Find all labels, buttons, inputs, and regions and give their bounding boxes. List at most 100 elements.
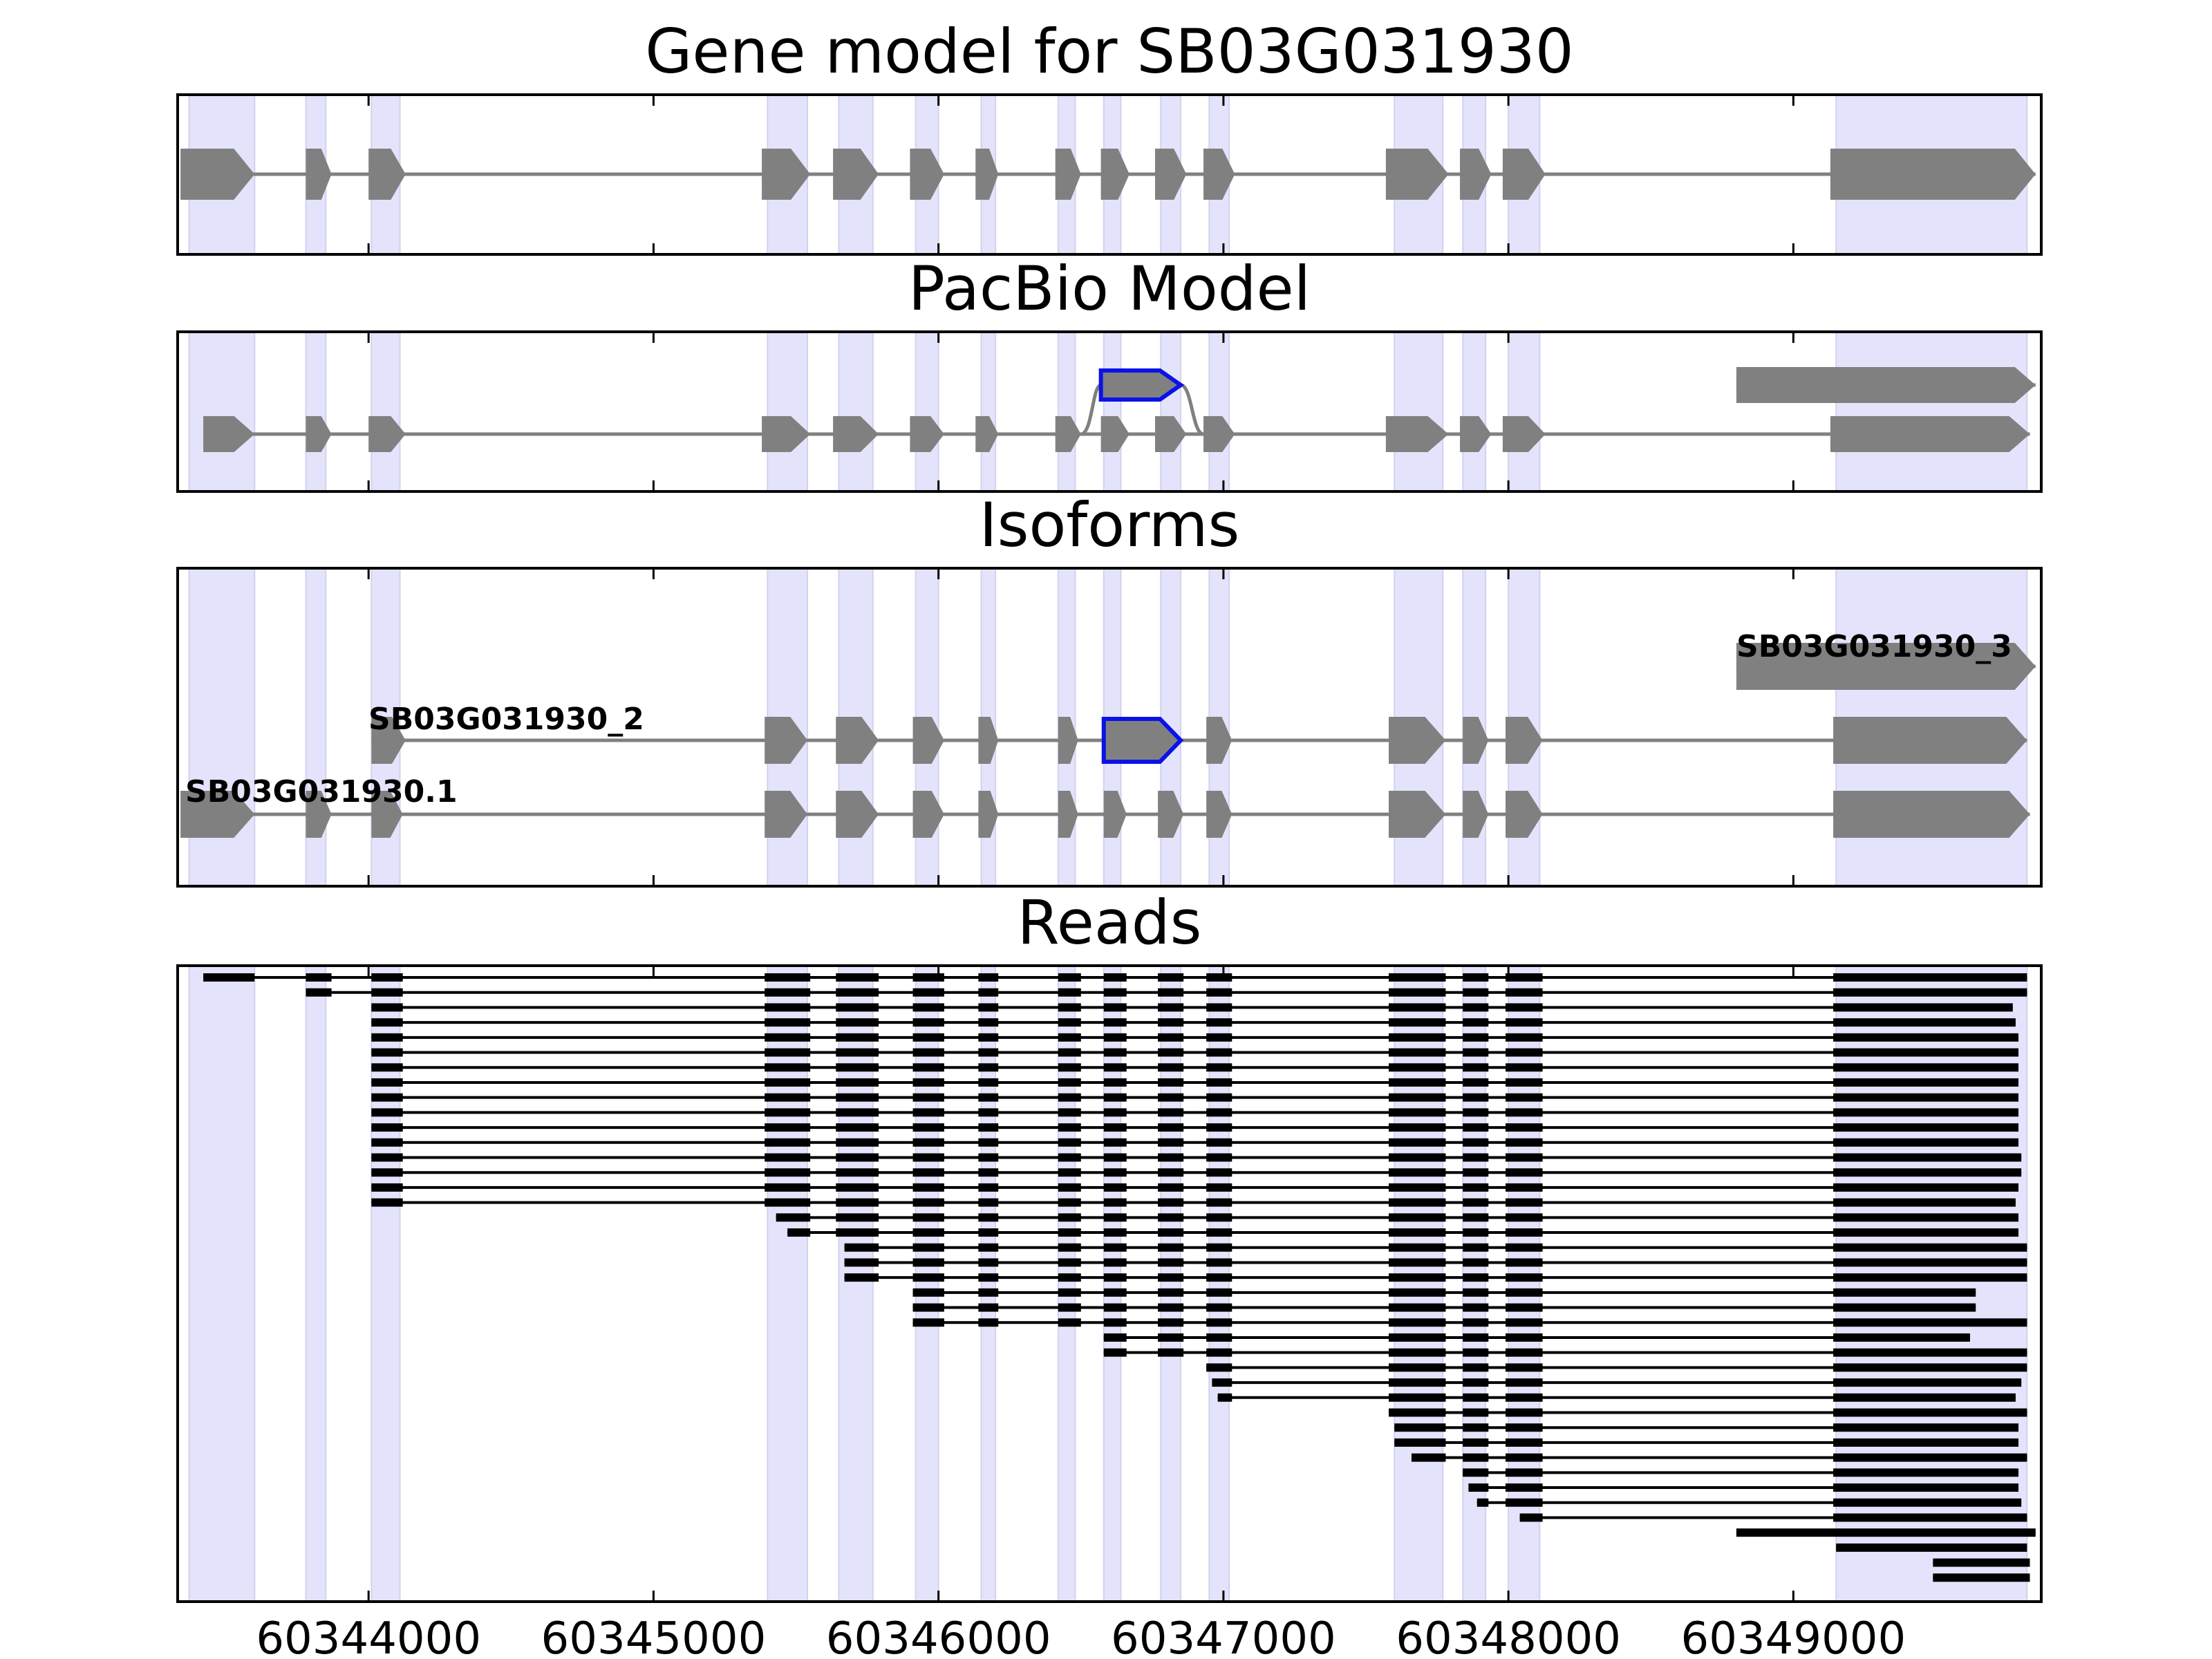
read-block bbox=[836, 1048, 879, 1057]
read-block bbox=[371, 1063, 403, 1072]
read-block bbox=[1103, 1123, 1127, 1132]
read-block bbox=[978, 988, 999, 997]
highlight-region bbox=[915, 331, 939, 492]
highlight-region bbox=[1394, 331, 1444, 492]
x-tick-label: 60348000 bbox=[1396, 1613, 1621, 1659]
read-block bbox=[1463, 1213, 1489, 1222]
read-block bbox=[1206, 1288, 1232, 1297]
read-block bbox=[1833, 1423, 2019, 1432]
read-block bbox=[836, 1108, 879, 1117]
read-block bbox=[978, 1303, 999, 1312]
read-block bbox=[1833, 1093, 2019, 1102]
read-block bbox=[1058, 1063, 1081, 1072]
read-block bbox=[978, 1108, 999, 1117]
read-block bbox=[836, 1168, 879, 1177]
read-block bbox=[776, 1213, 811, 1222]
read-block bbox=[1833, 1183, 2019, 1192]
read-block bbox=[1217, 1393, 1232, 1402]
read-block bbox=[1158, 973, 1184, 982]
read-block bbox=[1506, 1048, 1543, 1057]
read-block bbox=[978, 973, 999, 982]
read-block bbox=[912, 1168, 944, 1177]
highlight-region bbox=[1835, 331, 2028, 492]
read-block bbox=[836, 1093, 879, 1102]
pacbio-transcript-exon bbox=[1100, 416, 1130, 452]
isoform-2-exon bbox=[765, 717, 808, 764]
read-block bbox=[1463, 1093, 1489, 1102]
x-axis-tick-labels: 60344000 60345000 60346000 60347000 6034… bbox=[256, 1613, 1906, 1659]
pacbio-transcript-exon bbox=[762, 416, 811, 452]
read-block bbox=[836, 1078, 879, 1087]
read-block bbox=[912, 1033, 944, 1042]
read-block bbox=[1058, 1318, 1081, 1327]
read-block bbox=[1463, 1078, 1489, 1087]
read-block bbox=[1058, 1243, 1081, 1252]
read-block bbox=[1506, 1018, 1543, 1027]
read-block bbox=[371, 1183, 403, 1192]
read-block bbox=[978, 1093, 999, 1102]
read-block bbox=[1506, 1468, 1543, 1477]
read-block bbox=[1206, 1303, 1232, 1312]
read-block bbox=[1463, 1198, 1489, 1207]
x-tick-label: 60349000 bbox=[1680, 1613, 1906, 1659]
read-block bbox=[912, 988, 944, 997]
read-block bbox=[371, 1048, 403, 1057]
read-block bbox=[912, 1108, 944, 1117]
read-block bbox=[1463, 1063, 1489, 1072]
read-block bbox=[1058, 1183, 1081, 1192]
read-block bbox=[1506, 1198, 1543, 1207]
read-block bbox=[1833, 1408, 2027, 1417]
read-block bbox=[1388, 1213, 1446, 1222]
read-block bbox=[1463, 1108, 1489, 1117]
x-tick-label: 60346000 bbox=[826, 1613, 1051, 1659]
read-block bbox=[912, 1258, 944, 1267]
pacbio-transcript-exon bbox=[1502, 416, 1546, 452]
read-block bbox=[1158, 1123, 1184, 1132]
read-block bbox=[1833, 1108, 2019, 1117]
read-block bbox=[1158, 1018, 1184, 1027]
highlight-region bbox=[767, 965, 809, 1602]
isoform-1-exon bbox=[836, 791, 879, 838]
pacbio-transcript-exon bbox=[1385, 416, 1449, 452]
isoforms-track bbox=[180, 643, 2036, 838]
read-block bbox=[1206, 1063, 1232, 1072]
read-block bbox=[765, 1123, 811, 1132]
read-block bbox=[978, 1258, 999, 1267]
reads-track bbox=[203, 973, 2036, 1582]
read-block bbox=[1463, 1333, 1489, 1342]
read-block bbox=[1206, 1273, 1232, 1282]
read-block bbox=[1388, 1273, 1446, 1282]
read-block bbox=[836, 1213, 879, 1222]
read-block bbox=[1103, 1258, 1127, 1267]
read-block bbox=[1463, 1273, 1489, 1282]
read-block bbox=[1103, 1108, 1127, 1117]
highlight-region bbox=[371, 965, 401, 1602]
read-block bbox=[1506, 1483, 1543, 1492]
read-block bbox=[1833, 1348, 2027, 1357]
highlight-region bbox=[1835, 965, 2028, 1602]
read-block bbox=[1833, 1198, 2016, 1207]
read-block bbox=[1388, 1018, 1446, 1027]
highlight-region bbox=[305, 568, 327, 887]
highlight-region bbox=[188, 568, 256, 887]
read-block bbox=[1158, 1258, 1184, 1267]
read-block bbox=[1388, 1288, 1446, 1297]
read-block bbox=[912, 1153, 944, 1162]
read-block bbox=[1388, 988, 1446, 997]
read-block bbox=[203, 973, 255, 982]
read-block bbox=[1833, 1123, 2019, 1132]
read-block bbox=[1206, 1348, 1232, 1357]
read-block bbox=[978, 1228, 999, 1237]
read-block bbox=[1058, 1168, 1081, 1177]
read-block bbox=[1206, 1183, 1232, 1192]
read-block bbox=[1463, 988, 1489, 997]
read-block bbox=[1103, 1288, 1127, 1297]
read-block bbox=[1933, 1573, 2030, 1582]
highlight-region bbox=[1057, 965, 1076, 1602]
highlight-region bbox=[1103, 331, 1122, 492]
read-block bbox=[978, 1033, 999, 1042]
gene-model-exon bbox=[833, 149, 879, 200]
read-block bbox=[1506, 1333, 1543, 1342]
read-block bbox=[836, 988, 879, 997]
read-block bbox=[1833, 1078, 2019, 1087]
